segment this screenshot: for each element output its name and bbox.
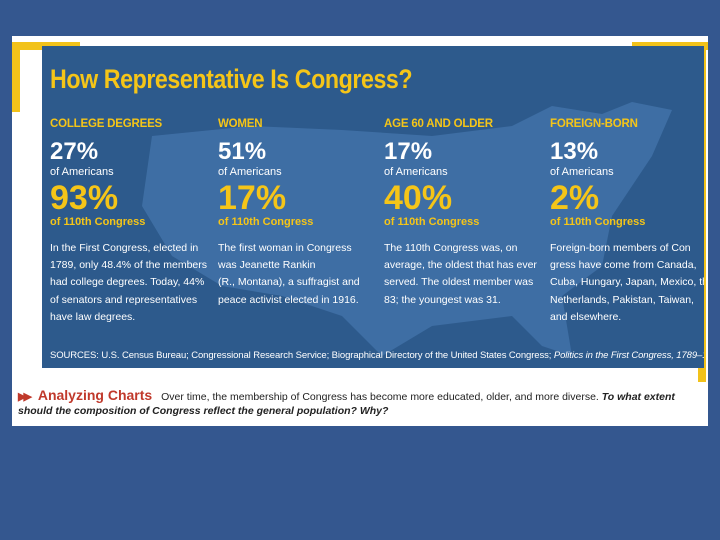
sources-text: SOURCES: U.S. Census Bureau; Congression… xyxy=(50,350,554,361)
infographic-card: How Representative Is Congress? COLLEGE … xyxy=(12,36,708,426)
desc-line: 1789, only 48.4% of the members xyxy=(50,259,208,272)
americans-label: of Americans xyxy=(218,166,282,178)
column-description: In the First Congress, elected in 1789, … xyxy=(50,240,210,326)
congress-label: of 110th Congress xyxy=(218,216,314,228)
congress-value: 2% xyxy=(550,179,600,217)
congress-label: of 110th Congress xyxy=(550,216,646,228)
americans-value: 17% xyxy=(384,138,433,165)
desc-line: (R., Montana), a suffragist and xyxy=(218,276,360,289)
column-heading: WOMEN xyxy=(218,118,263,130)
analyzing-charts-caption: ▶▶ Analyzing Charts Over time, the membe… xyxy=(18,388,698,418)
americans-value: 51% xyxy=(218,138,267,165)
congress-value: 40% xyxy=(384,179,453,217)
desc-line: Netherlands, Pakistan, Taiwan, xyxy=(550,293,694,306)
desc-line: of senators and representatives xyxy=(50,293,198,306)
desc-line: 83; the youngest was 31. xyxy=(384,293,501,306)
americans-label: of Americans xyxy=(384,166,448,178)
americans-value: 27% xyxy=(50,138,99,165)
desc-line: In the First Congress, elected in xyxy=(50,242,199,254)
column-description: Foreign-born members of Con gress have c… xyxy=(550,240,704,326)
column-women: WOMEN 51% of Americans 17% of 110th Cong… xyxy=(218,118,378,309)
column-heading: FOREIGN-BORN xyxy=(550,118,638,130)
desc-line: have law degrees. xyxy=(50,310,136,323)
desc-line: served. The oldest member was xyxy=(384,276,534,289)
page-title: How Representative Is Congress? xyxy=(50,64,413,94)
us-map-silhouette xyxy=(142,102,672,356)
desc-line: average, the oldest that has ever xyxy=(384,259,537,272)
column-foreign-born: FOREIGN-BORN 13% of Americans 2% of 110t… xyxy=(550,118,704,326)
column-college-degrees: COLLEGE DEGREES 27% of Americans 93% of … xyxy=(50,118,210,326)
column-description: The 110th Congress was, on average, the … xyxy=(384,240,544,309)
column-heading: AGE 60 AND OLDER xyxy=(384,118,493,130)
desc-line: Cuba, Hungary, Japan, Mexico, the xyxy=(550,276,704,289)
congress-label: of 110th Congress xyxy=(384,216,480,228)
frame-left xyxy=(12,42,20,112)
desc-line: gress have come from Canada, xyxy=(550,259,697,272)
desc-line: was Jeanette Rankin xyxy=(218,259,316,272)
desc-line: The first woman in Congress xyxy=(218,242,352,254)
americans-label: of Americans xyxy=(50,166,114,178)
americans-value: 13% xyxy=(550,138,599,165)
congress-value: 93% xyxy=(50,179,119,217)
column-heading: COLLEGE DEGREES xyxy=(50,118,163,130)
column-description: The first woman in Congress was Jeanette… xyxy=(218,240,378,309)
sources-line: SOURCES: U.S. Census Bureau; Congression… xyxy=(50,350,704,361)
sources-italic-title: Politics in the First Congress, 1789–179… xyxy=(553,350,704,361)
analyzing-charts-title: Analyzing Charts xyxy=(37,387,153,403)
americans-label: of Americans xyxy=(550,166,614,178)
desc-line: The 110th Congress was, on xyxy=(384,242,518,254)
analyzing-charts-text: Over time, the membership of Congress ha… xyxy=(161,391,599,403)
analyzing-charts-question: To what extent should the composition of… xyxy=(18,391,675,417)
congress-value: 17% xyxy=(218,179,287,217)
column-age-60-older: AGE 60 AND OLDER 17% of Americans 40% of… xyxy=(384,118,544,309)
desc-line: Foreign-born members of Con xyxy=(550,242,691,254)
double-arrow-icon: ▶▶ xyxy=(18,391,32,403)
desc-line: had college degrees. Today, 44% xyxy=(50,276,205,289)
desc-line: and elsewhere. xyxy=(550,310,622,323)
desc-line: peace activist elected in 1916. xyxy=(218,293,359,306)
chart-panel: How Representative Is Congress? COLLEGE … xyxy=(42,46,704,368)
congress-label: of 110th Congress xyxy=(50,216,146,228)
